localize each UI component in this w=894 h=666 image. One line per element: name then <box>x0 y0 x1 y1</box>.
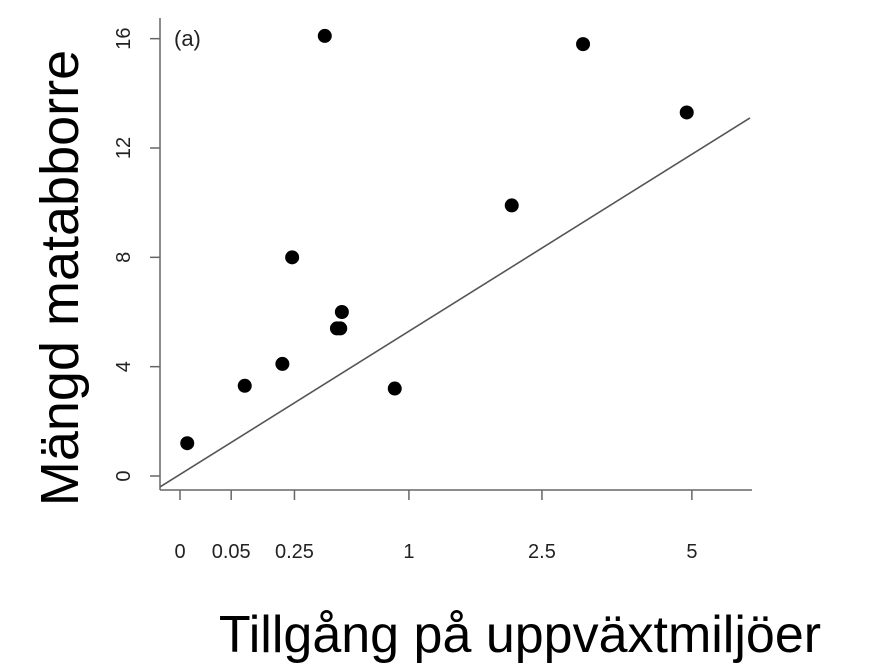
x-tick-label: 1 <box>403 541 414 563</box>
data-point <box>387 381 402 396</box>
y-axis-title: Mängd matabborre <box>30 50 90 506</box>
y-tick-label: 4 <box>113 361 135 372</box>
ticks: 0 0.05 0.25 1 2.5 5 0 4 8 12 16 <box>113 28 697 563</box>
data-point <box>679 105 694 120</box>
x-tick-label: 0.05 <box>212 541 251 563</box>
panel-label: (a) <box>174 26 201 51</box>
data-point <box>334 305 349 319</box>
regression-line <box>159 117 751 488</box>
data-point <box>180 436 195 451</box>
data-point <box>576 37 591 52</box>
data-point <box>285 250 300 265</box>
x-tick-label: 2.5 <box>528 541 556 563</box>
data-point <box>504 198 519 213</box>
y-tick-label: 0 <box>113 470 135 481</box>
data-point <box>317 28 332 43</box>
data-point <box>333 321 348 336</box>
y-tick-label: 12 <box>113 137 135 159</box>
x-tick-label: 0.25 <box>275 541 314 563</box>
data-point <box>275 356 290 371</box>
x-tick-label: 5 <box>686 541 697 563</box>
axes <box>159 18 752 491</box>
y-tick-label: 8 <box>113 252 135 263</box>
x-tick-label: 0 <box>174 541 185 563</box>
y-tick-label: 16 <box>113 28 135 50</box>
data-points <box>180 28 694 451</box>
data-point <box>237 378 252 393</box>
x-axis-title: Tillgång på uppväxtmiljöer <box>219 606 821 664</box>
